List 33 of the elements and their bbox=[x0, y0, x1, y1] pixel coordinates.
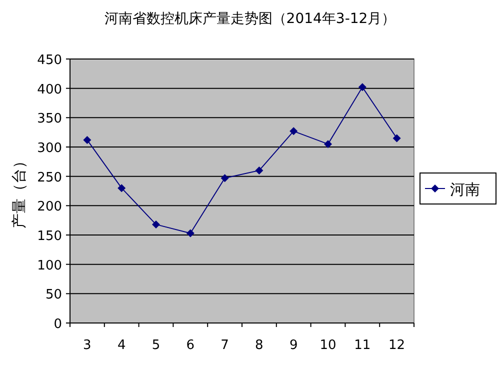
x-tick-label: 8 bbox=[255, 338, 264, 353]
x-tick-label: 12 bbox=[388, 338, 406, 353]
y-tick-label: 0 bbox=[54, 317, 62, 332]
x-tick-label: 4 bbox=[117, 338, 126, 353]
x-tick-label: 9 bbox=[289, 338, 298, 353]
point bbox=[290, 127, 298, 136]
x-tick-label: 6 bbox=[186, 338, 195, 353]
point bbox=[324, 140, 332, 148]
point bbox=[392, 134, 401, 142]
y-tick-label: 350 bbox=[37, 112, 62, 127]
chart-title: 河南省数控机床产量走势图（2014年3-12月） bbox=[104, 11, 396, 27]
y-tick-label: 450 bbox=[37, 53, 62, 68]
point bbox=[152, 220, 160, 228]
point bbox=[118, 184, 126, 192]
point bbox=[255, 166, 264, 174]
y-tick-label: 50 bbox=[45, 288, 62, 303]
y-tick-label: 250 bbox=[37, 170, 62, 186]
x-tick-label: 11 bbox=[354, 338, 371, 353]
y-tick-label: 200 bbox=[37, 200, 62, 215]
y-tick-label: 100 bbox=[37, 258, 62, 274]
point bbox=[220, 174, 229, 182]
legend-label: 河南 bbox=[450, 180, 480, 198]
point bbox=[186, 229, 194, 238]
y-tick-label: 400 bbox=[37, 82, 62, 98]
y-tick-label: 300 bbox=[37, 141, 62, 156]
y-tick-label: 150 bbox=[37, 229, 62, 244]
x-tick-label: 10 bbox=[320, 338, 336, 353]
point bbox=[83, 136, 92, 144]
y-axis-title: 产量（台） bbox=[10, 154, 28, 228]
x-tick-label: 3 bbox=[83, 338, 92, 353]
x-tick-label: 7 bbox=[220, 338, 229, 353]
x-tick-label: 5 bbox=[152, 338, 160, 353]
point bbox=[358, 83, 366, 92]
